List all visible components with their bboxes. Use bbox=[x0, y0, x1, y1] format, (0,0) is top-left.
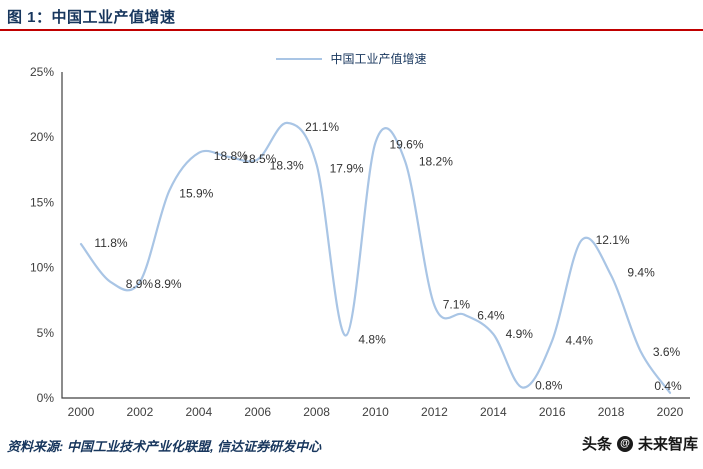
data-label: 21.1% bbox=[305, 120, 339, 134]
x-axis-tick-label: 2000 bbox=[68, 405, 95, 419]
x-axis-tick-label: 2006 bbox=[244, 405, 271, 419]
data-label: 0.8% bbox=[535, 379, 563, 393]
data-label: 9.4% bbox=[627, 265, 655, 279]
watermark-logo-icon: @ bbox=[616, 435, 633, 452]
y-axis-tick-label: 10% bbox=[30, 261, 54, 275]
legend-label: 中国工业产值增速 bbox=[330, 52, 427, 66]
data-label: 18.2% bbox=[419, 155, 453, 169]
figure-title: 图 1：中国工业产值增速 bbox=[7, 9, 176, 26]
x-axis-tick-label: 2018 bbox=[598, 405, 625, 419]
data-label: 17.9% bbox=[330, 162, 364, 176]
x-axis-tick-label: 2004 bbox=[185, 405, 212, 419]
data-label: 11.8% bbox=[94, 236, 127, 250]
data-label: 7.1% bbox=[443, 297, 471, 311]
series-line bbox=[79, 121, 672, 394]
x-axis-tick-label: 2008 bbox=[303, 405, 330, 419]
data-label: 8.9% bbox=[126, 277, 154, 291]
y-axis-tick-label: 0% bbox=[37, 391, 55, 405]
x-axis-tick-label: 2010 bbox=[362, 405, 389, 419]
data-label: 3.6% bbox=[653, 345, 681, 359]
data-label: 6.4% bbox=[477, 309, 505, 323]
axes bbox=[61, 72, 690, 399]
y-axis-tick-label: 20% bbox=[30, 130, 54, 144]
data-label: 15.9% bbox=[179, 187, 213, 201]
data-label: 4.4% bbox=[566, 334, 594, 348]
legend-line-marker bbox=[276, 57, 323, 60]
y-axis-tick-label: 15% bbox=[30, 195, 54, 209]
x-axis-tick-label: 2016 bbox=[539, 405, 566, 419]
data-label: 18.3% bbox=[270, 158, 304, 172]
watermark: 头条 @ 未来智库 bbox=[569, 431, 700, 456]
watermark-suffix: 未来智库 bbox=[637, 436, 698, 453]
source-note: 资料来源: 中国工业技术产业化联盟, 信达证券研发中心 bbox=[7, 439, 322, 454]
x-axis-tick-label: 2002 bbox=[127, 405, 154, 419]
chart-legend: 中国工业产值增速 bbox=[0, 50, 703, 67]
data-label: 19.6% bbox=[389, 137, 423, 151]
x-axis-tick-label: 2012 bbox=[421, 405, 448, 419]
y-axis-tick-label: 5% bbox=[37, 326, 55, 340]
data-label: 4.8% bbox=[358, 332, 386, 346]
data-label: 8.9% bbox=[154, 277, 182, 291]
data-label: 12.1% bbox=[596, 233, 630, 247]
y-axis-tick-label: 25% bbox=[30, 65, 54, 79]
data-label: 18.5% bbox=[242, 152, 276, 166]
title-divider bbox=[0, 29, 703, 31]
data-label: 18.8% bbox=[214, 149, 248, 163]
data-label: 4.9% bbox=[506, 327, 534, 341]
x-axis-tick-label: 2020 bbox=[657, 405, 684, 419]
watermark-prefix: 头条 bbox=[581, 436, 612, 453]
data-label: 0.4% bbox=[654, 379, 682, 393]
x-axis-tick-label: 2014 bbox=[480, 405, 507, 419]
